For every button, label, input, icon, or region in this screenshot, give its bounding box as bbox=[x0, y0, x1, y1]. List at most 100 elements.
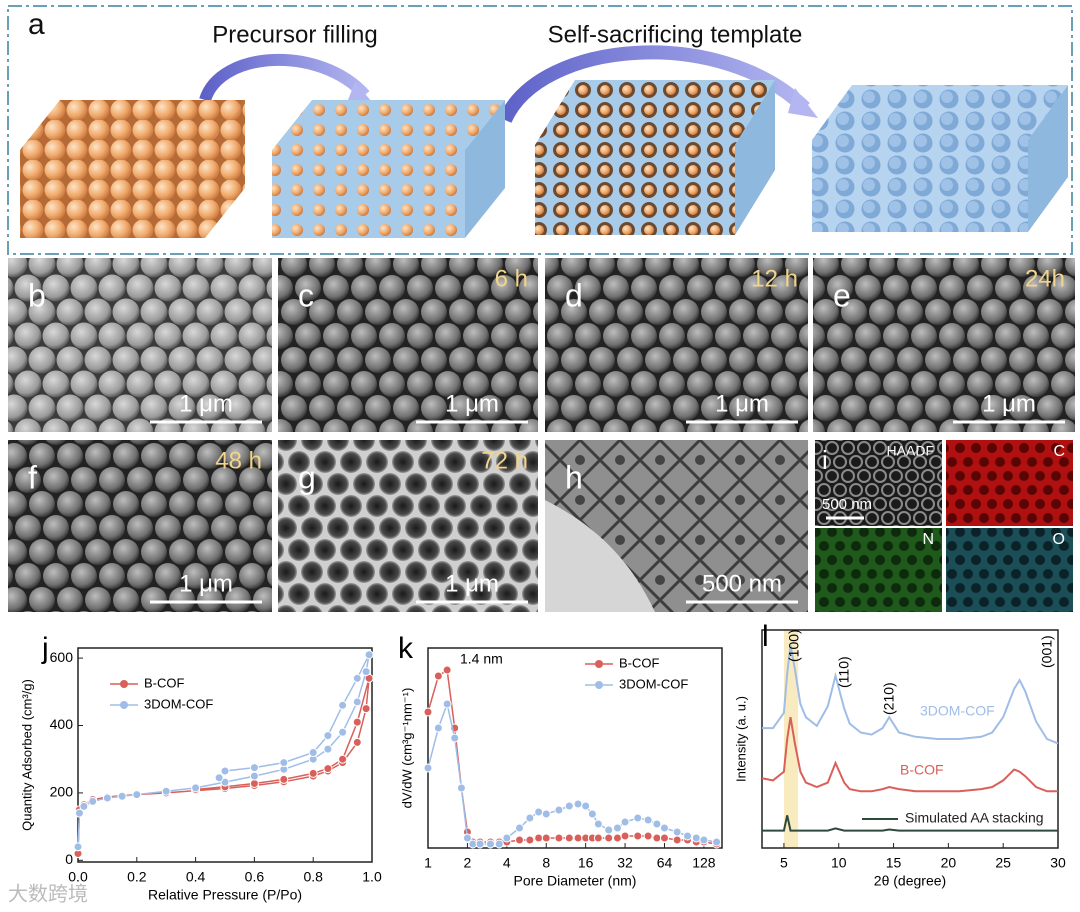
map-label: HAADF bbox=[887, 443, 934, 459]
legend-label: 3DOM-COF bbox=[619, 676, 688, 691]
watermark: 大数跨境 bbox=[8, 882, 88, 905]
panel-a-frame bbox=[7, 5, 1073, 255]
charts: j 0.0 0.2 0.4 0.6 0.8 1.0 0 200 400 600 Relative Pr… bbox=[19, 620, 1066, 903]
data-point bbox=[587, 809, 597, 819]
data-point bbox=[612, 833, 622, 843]
annotation: (100) bbox=[786, 629, 802, 662]
micrograph bbox=[8, 258, 272, 432]
panel-label: k bbox=[398, 632, 414, 665]
data-point bbox=[433, 671, 443, 681]
data-point bbox=[361, 667, 371, 677]
legend-marker bbox=[595, 681, 603, 689]
panel-label: h bbox=[565, 459, 583, 495]
data-point bbox=[308, 747, 318, 757]
data-point bbox=[423, 763, 433, 773]
block-top bbox=[812, 85, 1068, 140]
y-tick-label: 600 bbox=[50, 649, 74, 665]
data-point bbox=[593, 833, 603, 843]
data-point bbox=[633, 831, 643, 841]
data-point bbox=[604, 825, 614, 835]
support-film bbox=[545, 500, 655, 612]
series-line bbox=[762, 815, 1058, 832]
data-point bbox=[249, 771, 259, 781]
map-tile bbox=[946, 440, 1073, 526]
data-point bbox=[279, 758, 289, 768]
block-side bbox=[205, 100, 245, 238]
data-point bbox=[564, 801, 574, 811]
x-tick-label: 0.6 bbox=[245, 869, 265, 885]
series-line bbox=[427, 668, 717, 845]
data-point bbox=[249, 778, 259, 788]
data-point bbox=[652, 819, 662, 829]
data-point bbox=[102, 793, 112, 803]
step-label: Precursor filling bbox=[212, 21, 377, 48]
panel-label: b bbox=[28, 277, 46, 313]
block-front bbox=[20, 150, 205, 238]
data-point bbox=[541, 809, 551, 819]
block-front bbox=[272, 150, 465, 238]
data-point bbox=[564, 833, 574, 843]
data-point bbox=[604, 833, 614, 843]
data-point bbox=[573, 833, 583, 843]
data-point bbox=[352, 697, 362, 707]
annotation: (001) bbox=[1039, 635, 1055, 668]
scale-bar-label: 500 nm bbox=[702, 570, 782, 597]
data-point bbox=[364, 650, 374, 660]
legend-label: B-COF bbox=[619, 655, 660, 670]
panel-label: i bbox=[822, 445, 828, 475]
x-tick-label: 1.0 bbox=[362, 869, 382, 885]
annotation: (110) bbox=[836, 656, 852, 688]
data-point bbox=[456, 783, 466, 793]
legend-marker bbox=[120, 701, 128, 709]
block-front bbox=[812, 140, 1028, 232]
scale-bar-label: 1 μm bbox=[445, 390, 499, 417]
legend-marker bbox=[120, 680, 128, 688]
x-axis-label: Pore Diameter (nm) bbox=[514, 873, 637, 889]
series-line bbox=[762, 645, 1059, 745]
data-point bbox=[534, 807, 544, 817]
panel-label: e bbox=[833, 277, 851, 313]
x-tick-label: 64 bbox=[657, 855, 673, 871]
micrograph bbox=[278, 440, 538, 612]
x-tick-label: 30 bbox=[1050, 855, 1066, 871]
panel-label: l bbox=[762, 620, 769, 653]
data-point bbox=[643, 815, 653, 825]
time-label: 72 h bbox=[481, 447, 528, 474]
micrograph bbox=[545, 258, 808, 432]
y-tick-label: 200 bbox=[50, 784, 74, 800]
data-point bbox=[643, 831, 653, 841]
data-point bbox=[502, 833, 512, 843]
x-tick-label: 20 bbox=[941, 855, 957, 871]
legend-marker bbox=[595, 660, 603, 668]
x-tick-label: 5 bbox=[780, 855, 788, 871]
data-point bbox=[672, 835, 682, 845]
block-side bbox=[465, 100, 505, 238]
x-tick-label: 1 bbox=[424, 855, 432, 871]
legend-label: B-COF bbox=[144, 675, 185, 690]
data-point bbox=[581, 801, 591, 811]
block-side bbox=[1028, 85, 1068, 232]
data-point bbox=[161, 786, 171, 796]
plot-frame bbox=[77, 647, 373, 863]
data-point bbox=[712, 837, 722, 847]
data-point bbox=[450, 733, 460, 743]
panel-label: d bbox=[565, 277, 583, 313]
highlight-band bbox=[783, 630, 799, 848]
data-point bbox=[620, 831, 630, 841]
data-point bbox=[573, 799, 583, 809]
plot-frame bbox=[427, 647, 723, 849]
series-line bbox=[761, 717, 1058, 793]
data-point bbox=[338, 700, 348, 710]
time-label: 24h bbox=[1025, 265, 1065, 292]
block-front bbox=[535, 145, 735, 235]
data-point bbox=[361, 704, 371, 714]
arrow-head bbox=[348, 82, 372, 102]
x-tick-label: 0.0 bbox=[68, 869, 88, 885]
data-point bbox=[73, 842, 83, 852]
panel-i: HAADF C N Oi 500 nm bbox=[815, 440, 1073, 612]
panel-label: g bbox=[298, 459, 316, 495]
x-tick-label: 128 bbox=[692, 855, 716, 871]
data-point bbox=[525, 835, 535, 845]
data-point bbox=[323, 764, 333, 774]
data-point bbox=[633, 813, 643, 823]
